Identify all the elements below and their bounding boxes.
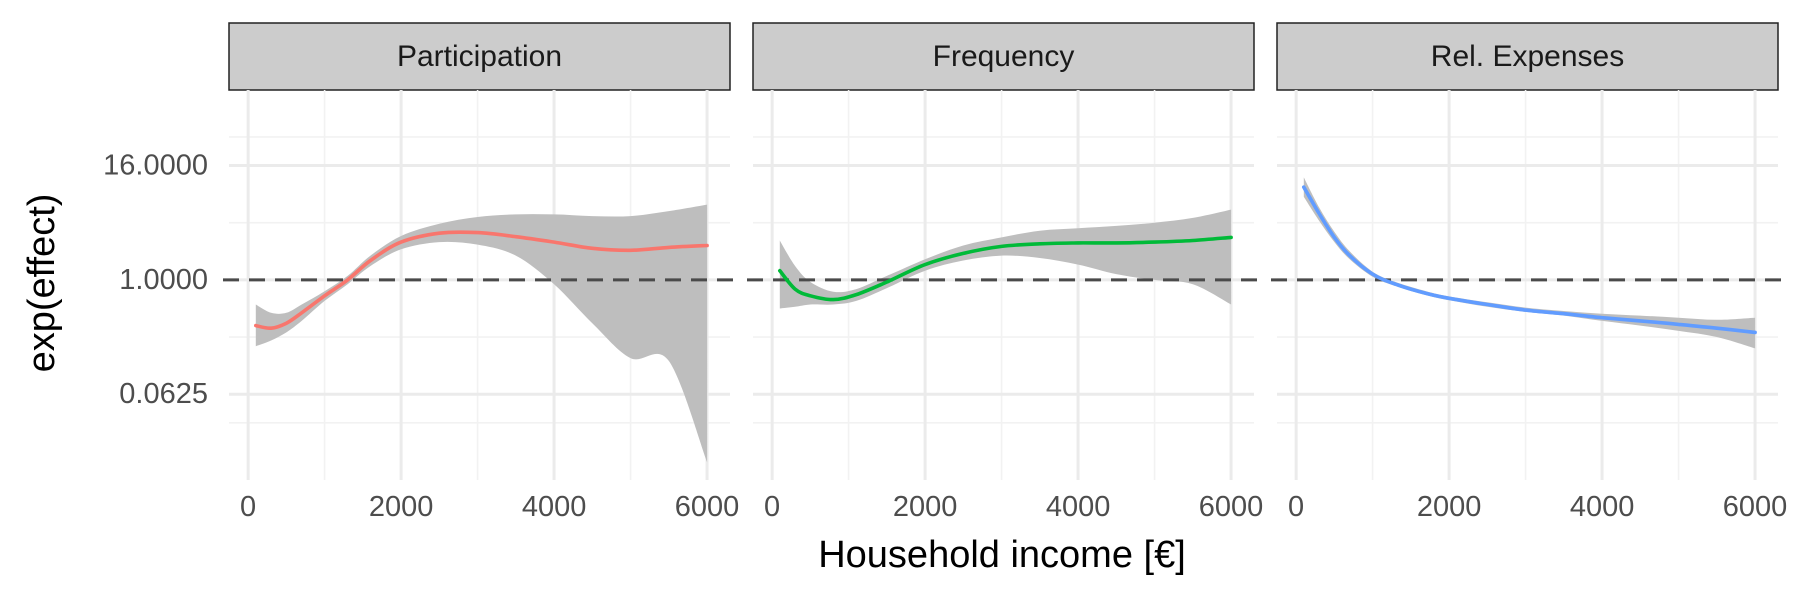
x-tick-label: 2000 xyxy=(369,491,434,523)
x-axis-title: Household income [€] xyxy=(818,534,1186,576)
panels: Participation 0 2000 4000 6000 Frequency 0 2000… xyxy=(103,22,1788,523)
panel-rel-expenses: Rel. Expenses 0 2000 4000 6000 xyxy=(1271,22,1788,523)
facet-title: Frequency xyxy=(933,40,1075,73)
facet-strip xyxy=(228,22,731,91)
facet-title: Participation xyxy=(397,40,562,73)
gridlines xyxy=(753,90,1254,480)
y-axis-ticks: 0.0625 1.0000 16.0000 xyxy=(103,150,208,411)
y-tick-label: 1.0000 xyxy=(119,264,208,296)
y-tick-label: 0.0625 xyxy=(119,378,208,410)
gridlines xyxy=(1277,90,1778,480)
x-tick-label: 0 xyxy=(240,491,256,523)
confidence-band xyxy=(255,204,708,463)
effect-curve xyxy=(254,230,709,331)
facet-title: Rel. Expenses xyxy=(1431,40,1624,73)
x-tick-label: 0 xyxy=(764,491,780,523)
x-tick-label: 2000 xyxy=(1417,491,1482,523)
x-tick-label: 2000 xyxy=(893,491,958,523)
effect-curve xyxy=(778,235,1233,302)
effect-curve xyxy=(1302,185,1757,335)
x-tick-label: 4000 xyxy=(1570,491,1635,523)
x-tick-label: 4000 xyxy=(1046,491,1111,523)
confidence-band xyxy=(779,209,1232,309)
x-tick-label: 0 xyxy=(1288,491,1304,523)
confidence-band xyxy=(1303,177,1756,349)
panel-frequency: Frequency 0 2000 4000 6000 xyxy=(747,22,1264,523)
facet-strip xyxy=(1276,22,1779,91)
facet-strip xyxy=(752,22,1255,91)
y-tick-label: 16.0000 xyxy=(103,150,208,182)
y-axis-title: exp(effect) xyxy=(21,194,63,373)
x-tick-label: 4000 xyxy=(522,491,587,523)
x-tick-label: 6000 xyxy=(675,491,740,523)
panel-participation: Participation 0 2000 4000 6000 xyxy=(223,22,740,523)
x-tick-label: 6000 xyxy=(1723,491,1788,523)
x-tick-label: 6000 xyxy=(1199,491,1264,523)
